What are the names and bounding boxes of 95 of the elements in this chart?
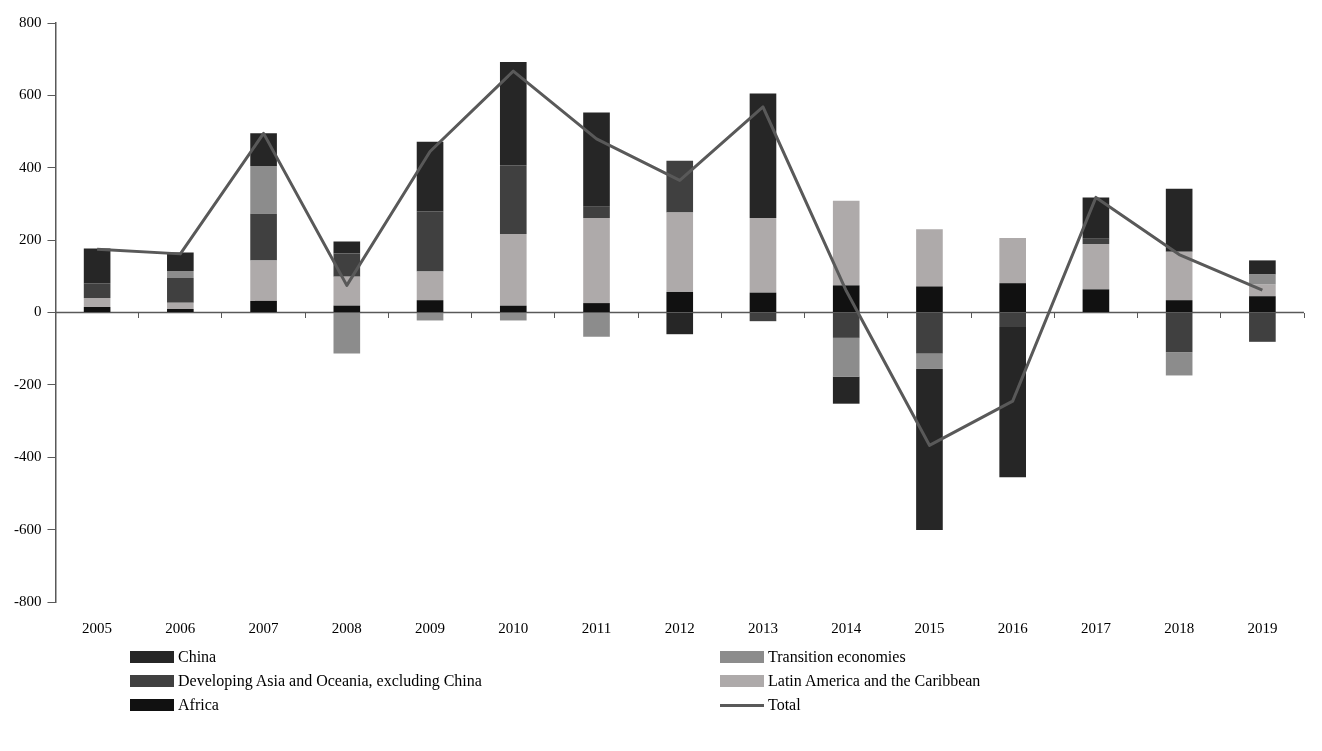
bar <box>250 260 277 301</box>
bar <box>83 298 111 308</box>
bar <box>250 165 277 214</box>
bar <box>999 283 1026 312</box>
bar <box>666 160 694 213</box>
bar <box>416 300 444 312</box>
bar <box>1082 244 1110 290</box>
bar <box>666 212 694 292</box>
bar <box>499 62 527 166</box>
x-tick-label: 2005 <box>82 619 113 636</box>
bar <box>83 248 111 284</box>
bar <box>999 237 1026 284</box>
y-tick-label: 600 <box>19 86 42 103</box>
bar <box>416 141 444 212</box>
bar <box>916 353 943 369</box>
bar <box>167 278 194 303</box>
bar <box>916 229 943 287</box>
y-tick-label: 0 <box>34 303 42 320</box>
bar <box>167 308 194 312</box>
bar <box>749 93 777 219</box>
bar <box>999 313 1026 327</box>
legend-label: Africa <box>178 696 219 714</box>
bar <box>1082 238 1110 245</box>
bar <box>1249 274 1276 285</box>
x-tick-label: 2014 <box>831 619 862 636</box>
bar <box>1165 313 1193 353</box>
bar <box>250 213 277 261</box>
bar <box>1249 313 1276 342</box>
bar <box>583 218 610 304</box>
bar <box>416 211 444 272</box>
x-tick-label: 2011 <box>581 619 612 636</box>
y-tick-label: -200 <box>14 375 42 392</box>
x-tick-label: 2010 <box>498 619 529 636</box>
bar <box>499 305 527 312</box>
x-tick-label: 2018 <box>1164 619 1195 636</box>
bar <box>250 300 277 312</box>
bar <box>666 313 694 335</box>
legend-label: Transition economies <box>768 648 906 666</box>
bar <box>916 286 943 312</box>
bar <box>333 313 361 354</box>
bar <box>333 276 361 306</box>
bar <box>832 376 860 404</box>
bar <box>1165 352 1193 376</box>
legend-label: Latin America and the Caribbean <box>768 672 981 690</box>
bar <box>167 302 194 309</box>
x-tick-label: 2013 <box>747 619 778 636</box>
x-tick-label: 2016 <box>997 619 1029 636</box>
x-tick-label: 2007 <box>248 619 280 636</box>
bar <box>167 252 194 271</box>
bar <box>916 313 943 354</box>
bar <box>1165 300 1193 312</box>
x-tick-label: 2015 <box>914 619 945 636</box>
legend-label: Total <box>768 696 801 714</box>
bar <box>666 291 694 312</box>
y-tick-label: 800 <box>19 13 42 30</box>
y-tick-label: -800 <box>14 592 42 609</box>
bar <box>583 313 610 337</box>
bar <box>1249 260 1276 275</box>
bar <box>583 206 610 219</box>
bar <box>1165 251 1193 301</box>
bar <box>916 368 943 530</box>
x-tick-label: 2009 <box>415 619 446 636</box>
legend-label: China <box>178 648 217 666</box>
bar <box>499 233 527 306</box>
bar <box>83 283 111 299</box>
bar <box>832 313 860 338</box>
bar <box>832 200 860 286</box>
y-tick-label: 200 <box>19 231 42 248</box>
x-tick-label: 2006 <box>165 619 196 636</box>
bar <box>749 292 777 312</box>
x-tick-label: 2019 <box>1247 619 1278 636</box>
bar <box>1249 296 1276 312</box>
y-tick-label: -600 <box>14 520 42 537</box>
bar <box>83 307 111 312</box>
y-tick-label: 400 <box>19 158 42 175</box>
bar <box>583 303 610 312</box>
bar <box>416 313 444 321</box>
bar <box>499 313 527 321</box>
bar <box>749 313 777 322</box>
bar <box>416 271 444 301</box>
x-tick-label: 2017 <box>1080 619 1112 636</box>
bar <box>1082 289 1110 312</box>
bar <box>1165 188 1193 252</box>
x-tick-label: 2012 <box>664 619 695 636</box>
bar <box>333 305 361 312</box>
bar <box>999 326 1026 478</box>
bar <box>167 270 194 279</box>
bar <box>499 165 527 234</box>
bar <box>333 241 361 254</box>
x-tick-label: 2008 <box>331 619 362 636</box>
bar <box>583 112 610 207</box>
legend-label: Developing Asia and Oceania, excluding China <box>178 672 482 690</box>
bar <box>749 218 777 293</box>
y-tick-label: -400 <box>14 448 42 465</box>
bar <box>832 337 860 377</box>
